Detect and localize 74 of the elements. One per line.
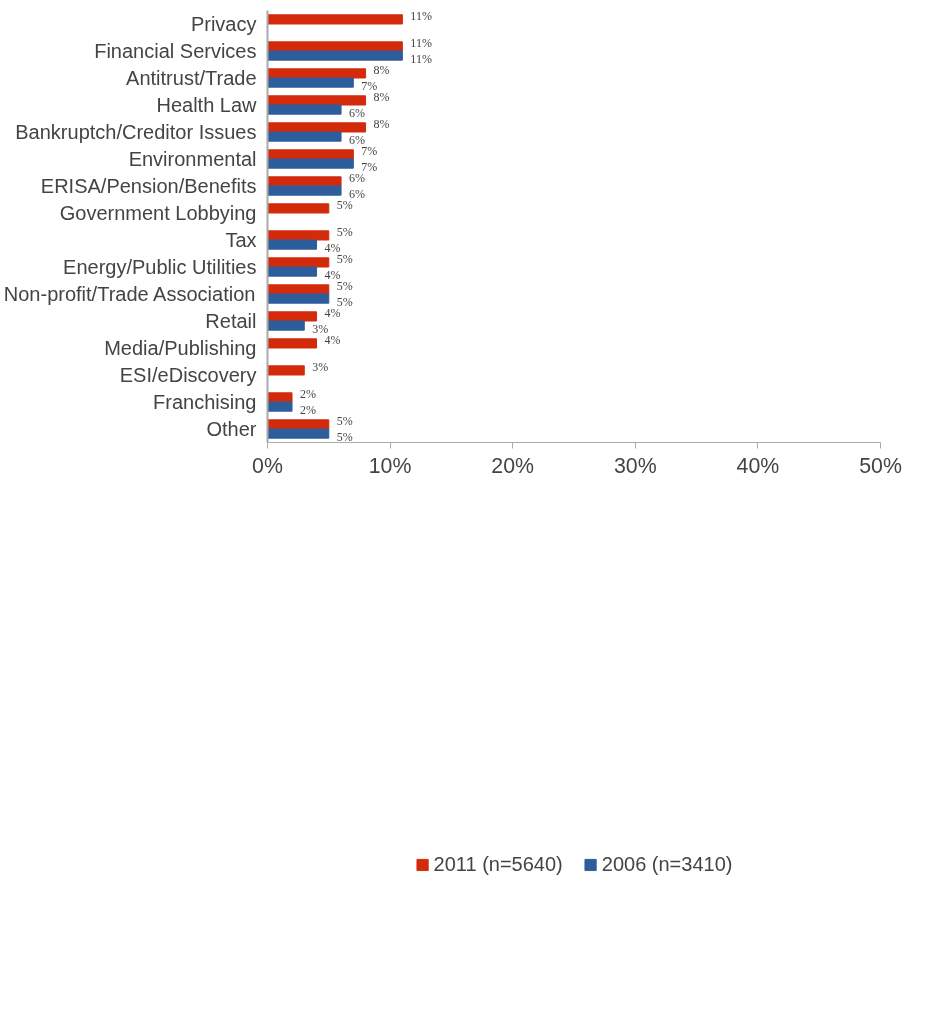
- x-tick-label: 20%: [491, 453, 535, 478]
- data-label: 3%: [312, 321, 329, 336]
- y-tick-label: Media/Publishing: [104, 337, 257, 359]
- bar: [267, 95, 367, 106]
- y-tick-label: ESI/eDiscovery: [119, 364, 257, 386]
- data-label: 4%: [324, 240, 341, 255]
- x-tick-label: 40%: [736, 453, 780, 478]
- data-label: 5%: [336, 429, 353, 444]
- y-tick-label: Franchising: [153, 391, 257, 413]
- bar: [267, 158, 354, 169]
- data-label: 5%: [336, 279, 353, 294]
- y-tick-label: Tax: [225, 229, 257, 251]
- y-tick-label: Retail: [205, 310, 257, 332]
- data-label: 5%: [336, 414, 353, 429]
- bar: [267, 401, 293, 412]
- bar: [267, 365, 305, 376]
- bar: [267, 68, 367, 79]
- bar: [267, 266, 318, 277]
- data-label: 4%: [324, 333, 341, 348]
- data-label: 8%: [373, 117, 390, 132]
- data-label: 5%: [336, 252, 353, 267]
- data-label: 6%: [349, 186, 366, 201]
- bar: [267, 338, 318, 349]
- x-tick-label: 50%: [859, 453, 902, 478]
- x-tick-label: 10%: [368, 453, 412, 478]
- data-label: 11%: [410, 36, 432, 51]
- y-tick-label: Non-profit/Trade Association: [3, 283, 256, 305]
- bar: [267, 203, 330, 214]
- bar: [267, 131, 342, 142]
- y-tick-label: ERISA/Pension/Benefits: [40, 175, 257, 197]
- data-label: 5%: [336, 225, 353, 240]
- data-label: 3%: [312, 360, 329, 375]
- data-label: 7%: [361, 159, 378, 174]
- data-label: 5%: [336, 198, 353, 213]
- bar: [267, 185, 342, 196]
- data-label: 11%: [410, 51, 432, 66]
- data-label: 6%: [349, 171, 366, 186]
- bar: [267, 230, 330, 241]
- bar: [267, 77, 354, 88]
- y-tick-label: Other: [206, 418, 257, 440]
- y-tick-label: Financial Services: [94, 40, 257, 62]
- data-label: 2%: [300, 402, 317, 417]
- data-label: 4%: [324, 306, 341, 321]
- bar: [267, 428, 330, 439]
- data-label: 7%: [361, 78, 378, 93]
- data-label: 7%: [361, 144, 378, 159]
- bar: [267, 104, 342, 115]
- bar: [267, 122, 367, 133]
- bar: [267, 311, 318, 322]
- legend-label: 2006 (n=3410): [601, 852, 733, 876]
- y-tick-label: Privacy: [190, 13, 257, 35]
- x-tick-label: 0%: [252, 453, 283, 478]
- y-tick-label: Bankruptch/Creditor Issues: [15, 121, 257, 143]
- data-label: 4%: [324, 267, 341, 282]
- legend-label: 2011 (n=5640): [433, 852, 563, 876]
- bar: [267, 293, 330, 304]
- bar: [267, 14, 403, 25]
- data-label: 8%: [373, 63, 390, 78]
- x-tick-label: 30%: [613, 453, 657, 478]
- bar: [267, 50, 403, 61]
- y-tick-label: Energy/Public Utilities: [63, 256, 257, 278]
- data-label: 6%: [349, 105, 366, 120]
- bar: [267, 257, 330, 268]
- y-tick-label: Health Law: [156, 94, 258, 116]
- y-tick-label: Antitrust/Trade: [126, 67, 257, 89]
- y-tick-label: Environmental: [128, 148, 257, 170]
- bar: [267, 320, 305, 331]
- data-label: 2%: [300, 387, 317, 402]
- data-label: 11%: [410, 9, 432, 24]
- bar: [267, 239, 318, 250]
- data-label: 8%: [373, 90, 390, 105]
- data-label: 6%: [349, 132, 366, 147]
- y-tick-label: Government Lobbying: [59, 202, 257, 224]
- data-label: 5%: [336, 294, 353, 309]
